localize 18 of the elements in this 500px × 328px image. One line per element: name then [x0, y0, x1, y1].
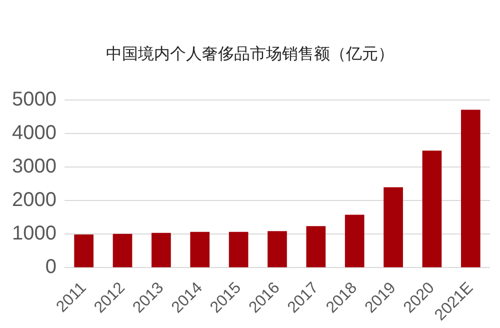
- bar: [152, 232, 171, 268]
- bar: [344, 214, 364, 268]
- bar: [422, 150, 442, 268]
- bar: [74, 234, 94, 268]
- y-tick-label: 3000: [12, 156, 56, 178]
- bar: [306, 226, 326, 268]
- y-tick-label: 1000: [12, 222, 56, 245]
- y-tick-label: 0: [45, 256, 56, 278]
- bar: [460, 110, 480, 268]
- y-tick-label: 5000: [12, 88, 56, 111]
- y-tick-label: 2000: [12, 189, 56, 212]
- bar: [268, 231, 287, 268]
- bar: [228, 232, 248, 268]
- bar: [190, 232, 210, 268]
- bar: [112, 234, 132, 268]
- chart-title: 中国境内个人奢侈品市场销售额（亿元）: [105, 44, 395, 65]
- y-tick-label: 4000: [12, 122, 56, 144]
- bar: [384, 187, 403, 268]
